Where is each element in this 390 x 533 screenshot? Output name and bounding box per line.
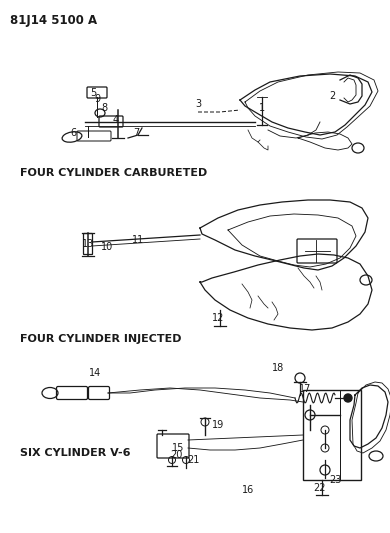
Text: 1: 1 [259, 103, 265, 113]
Text: 15: 15 [172, 443, 184, 453]
Text: 13: 13 [82, 239, 94, 249]
Text: 9: 9 [94, 94, 100, 104]
Text: 16: 16 [242, 485, 254, 495]
Text: 11: 11 [132, 235, 144, 245]
Text: 20: 20 [170, 450, 182, 460]
Text: 10: 10 [101, 242, 113, 252]
Bar [303, 390, 361, 480]
Text: 4: 4 [113, 115, 119, 125]
Text: 18: 18 [272, 363, 284, 373]
Text: 6: 6 [70, 128, 76, 138]
Text: 81J14 5100 A: 81J14 5100 A [10, 14, 97, 27]
Text: 22: 22 [314, 483, 326, 493]
Text: 12: 12 [212, 313, 224, 323]
Text: 5: 5 [90, 88, 96, 98]
Text: 3: 3 [195, 99, 201, 109]
Text: 19: 19 [212, 420, 224, 430]
Text: 8: 8 [101, 103, 107, 113]
Circle shape [344, 394, 352, 402]
Text: 14: 14 [89, 368, 101, 378]
Text: 2: 2 [329, 91, 335, 101]
Text: 23: 23 [329, 475, 341, 485]
Text: FOUR CYLINDER INJECTED: FOUR CYLINDER INJECTED [20, 334, 181, 344]
Text: 7: 7 [133, 128, 139, 138]
Text: 17: 17 [299, 384, 311, 394]
Text: SIX CYLINDER V-6: SIX CYLINDER V-6 [20, 448, 131, 458]
Text: FOUR CYLINDER CARBURETED: FOUR CYLINDER CARBURETED [20, 168, 207, 178]
Text: 21: 21 [187, 455, 199, 465]
